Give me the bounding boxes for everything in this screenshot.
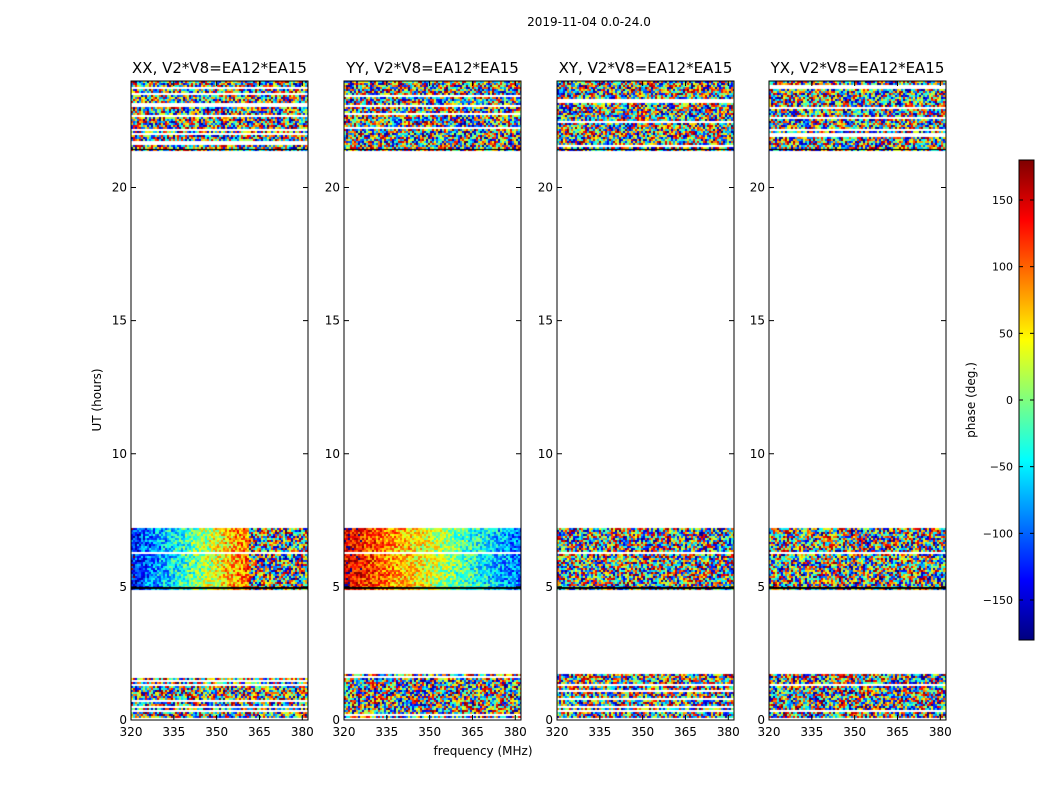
panel-frame (130, 80, 309, 721)
x-tick-label: 320 (333, 725, 356, 739)
x-tick-label: 380 (929, 725, 952, 739)
heatmap-canvas (769, 81, 946, 720)
colorbar-tick-label: −150 (983, 594, 1013, 607)
colorbar-label: phase (deg.) (964, 362, 978, 438)
x-tick-label: 350 (843, 725, 866, 739)
x-tick-label: 380 (717, 725, 740, 739)
y-tick-label: 10 (538, 447, 553, 461)
y-tick-label: 20 (112, 181, 127, 195)
panel-3: XY, V2*V8=EA12*EA15 320 335 350 365 380 0 5 10 15… (538, 59, 740, 739)
y-tick-label: 0 (757, 713, 765, 727)
colorbar-ticks: 150 100 50 0 −50 −100 −150 (983, 194, 1034, 607)
panels: XX, V2*V8=EA12*EA15 320 335 350 365 380 0 5 10 15… (112, 59, 952, 739)
x-tick-label: 365 (674, 725, 697, 739)
y-tick-label: 15 (750, 314, 765, 328)
panel-title: YY, V2*V8=EA12*EA15 (345, 59, 519, 77)
colorbar-tick-label: 150 (992, 194, 1013, 207)
y-tick-label: 10 (325, 447, 340, 461)
panel-frame (556, 80, 735, 721)
y-tick-label: 20 (538, 181, 553, 195)
y-tick-label: 0 (332, 713, 340, 727)
panel-frame (768, 80, 947, 721)
colorbar: 150 100 50 0 −50 −100 −150 (983, 159, 1035, 641)
panel-4: YX, V2*V8=EA12*EA15 320 335 350 365 380 0 5 10 15… (750, 59, 952, 739)
x-tick-label: 335 (588, 725, 611, 739)
y-tick-label: 5 (119, 580, 127, 594)
x-tick-label: 380 (504, 725, 527, 739)
panel-title: XY, V2*V8=EA12*EA15 (559, 59, 733, 77)
panel-2: YY, V2*V8=EA12*EA15 320 335 350 365 380 0 5 10 15… (325, 59, 527, 739)
heatmap-canvas (557, 81, 734, 720)
colorbar-tick-label: −100 (983, 527, 1013, 540)
colorbar-tick-label: 50 (999, 327, 1013, 340)
x-axis-label: frequency (MHz) (433, 744, 532, 758)
colorbar-tick-label: 0 (1006, 394, 1013, 407)
heatmap-image (557, 81, 734, 720)
panel-title: XX, V2*V8=EA12*EA15 (132, 59, 307, 77)
y-tick-label: 5 (545, 580, 553, 594)
colorbar-tick-label: 100 (992, 261, 1013, 274)
x-tick-label: 350 (631, 725, 654, 739)
heatmap-image (131, 81, 308, 720)
heatmap-image (769, 81, 946, 720)
y-tick-label: 5 (332, 580, 340, 594)
heatmap-canvas (344, 81, 521, 720)
heatmap-image (344, 81, 521, 720)
y-tick-label: 10 (750, 447, 765, 461)
y-tick-label: 15 (112, 314, 127, 328)
y-tick-label: 15 (538, 314, 553, 328)
y-tick-label: 20 (750, 181, 765, 195)
panel-1: XX, V2*V8=EA12*EA15 320 335 350 365 380 0 5 10 15… (112, 59, 314, 739)
x-tick-label: 320 (546, 725, 569, 739)
x-tick-label: 350 (418, 725, 441, 739)
x-tick-label: 320 (120, 725, 143, 739)
x-tick-label: 335 (162, 725, 185, 739)
x-tick-label: 365 (886, 725, 909, 739)
x-tick-label: 365 (461, 725, 484, 739)
x-tick-label: 320 (758, 725, 781, 739)
y-tick-label: 5 (757, 580, 765, 594)
x-tick-label: 350 (205, 725, 228, 739)
y-tick-label: 0 (545, 713, 553, 727)
y-axis-label: UT (hours) (90, 368, 104, 431)
y-tick-label: 15 (325, 314, 340, 328)
panel-title: YX, V2*V8=EA12*EA15 (770, 59, 945, 77)
figure-suptitle: 2019-11-04 0.0-24.0 (527, 15, 651, 29)
y-tick-label: 20 (325, 181, 340, 195)
panel-frame (343, 80, 522, 721)
y-tick-label: 10 (112, 447, 127, 461)
x-tick-label: 335 (375, 725, 398, 739)
heatmap-canvas (131, 81, 308, 720)
x-tick-label: 365 (248, 725, 271, 739)
colorbar-tick-label: −50 (990, 461, 1013, 474)
y-tick-label: 0 (119, 713, 127, 727)
x-tick-label: 380 (291, 725, 314, 739)
x-tick-label: 335 (800, 725, 823, 739)
